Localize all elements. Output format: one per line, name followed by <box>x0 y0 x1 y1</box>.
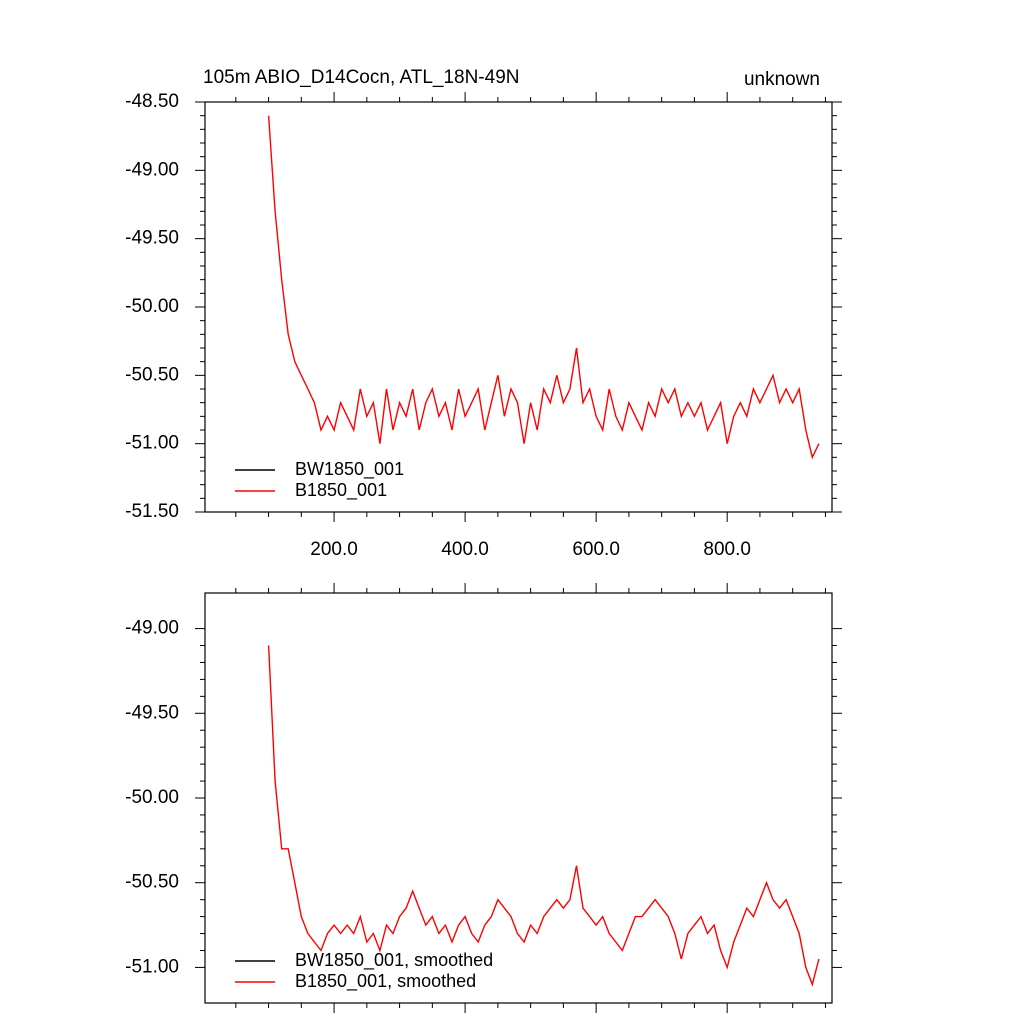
y-tick-label: -51.00 <box>125 956 179 977</box>
y-tick-label: -49.00 <box>125 618 179 639</box>
legend-label: B1850_001 <box>295 480 387 501</box>
series-line <box>267 115 820 460</box>
y-tick-label: -49.00 <box>125 159 179 180</box>
y-tick-label: -51.00 <box>125 433 179 454</box>
legend-label: B1850_001, smoothed <box>295 971 476 992</box>
y-tick-label: -48.50 <box>125 91 179 112</box>
y-tick-label: -49.50 <box>125 702 179 723</box>
series-line <box>267 645 820 987</box>
plot-frame <box>204 592 833 1004</box>
legend-label: BW1850_001, smoothed <box>295 950 493 971</box>
chart-subtitle: unknown <box>744 69 820 90</box>
x-tick-label: 400.0 <box>441 539 489 560</box>
plot-frame <box>204 101 833 513</box>
y-tick-label: -50.00 <box>125 787 179 808</box>
legend-label: BW1850_001 <box>295 459 404 480</box>
x-tick-label: 600.0 <box>572 539 620 560</box>
y-tick-label: -51.50 <box>125 501 179 522</box>
x-tick-label: 200.0 <box>310 539 358 560</box>
y-tick-label: -49.50 <box>125 228 179 249</box>
x-tick-label: 800.0 <box>703 539 751 560</box>
y-tick-label: -50.00 <box>125 296 179 317</box>
chart-title: 105m ABIO_D14Cocn, ATL_18N-49N <box>203 67 520 88</box>
y-tick-label: -50.50 <box>125 364 179 385</box>
y-tick-label: -50.50 <box>125 872 179 893</box>
